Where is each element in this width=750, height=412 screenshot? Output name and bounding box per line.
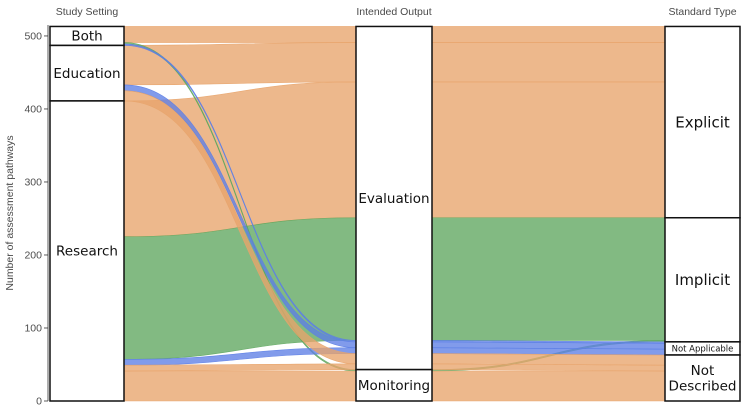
strata-layer: Both Education Research Evaluation Monitorin…	[49, 25, 741, 402]
stratum-label: Explicit	[675, 113, 730, 131]
flow-ribbon-right	[431, 217, 666, 341]
stratum-box	[49, 44, 125, 102]
axis-column-title: Study Setting	[56, 6, 119, 18]
axis-column-title: Intended Output	[356, 6, 431, 18]
stratum-label: Not	[691, 363, 715, 379]
flow-ribbon-right	[431, 363, 666, 372]
stratum-label: Evaluation	[358, 191, 429, 207]
stratum-label: Research	[56, 244, 118, 260]
stratum-label: Education	[53, 66, 120, 82]
flow-ribbon-left	[123, 370, 357, 402]
stratum-box	[49, 100, 125, 402]
flow-ribbon-right	[431, 81, 666, 219]
stratum-box	[664, 216, 741, 343]
axis-column-title: Standard Type	[668, 6, 736, 18]
flow-ribbon-left	[123, 42, 357, 86]
stratum-label: Both	[71, 29, 102, 45]
axis-titles: Study Setting Intended Output Standard Typ…	[56, 6, 737, 18]
stratum-box	[664, 354, 741, 402]
y-tick-label: 300	[24, 177, 42, 189]
flows-layer	[123, 26, 666, 402]
stratum-label: Implicit	[675, 271, 730, 289]
stratum-label: Monitoring	[358, 378, 430, 394]
y-tick-label: 100	[24, 323, 42, 335]
y-tick-label: 200	[24, 250, 42, 262]
y-tick-label: 0	[36, 396, 42, 408]
flow-ribbon-right	[431, 26, 666, 43]
flow-ribbon-right	[431, 353, 666, 366]
stratum-label: Not Applicable	[672, 344, 734, 354]
flow-ribbon-left	[123, 26, 357, 43]
y-tick-label: 500	[24, 31, 42, 43]
stratum-label: Described	[669, 378, 737, 394]
stratum-box	[355, 25, 433, 371]
stratum-box	[355, 368, 433, 402]
y-axis: 0 100 200 300 400 500	[24, 25, 49, 408]
y-axis-title: Number of assessment pathways	[4, 135, 16, 290]
flow-ribbon-right	[431, 42, 666, 83]
flow-ribbon-right	[431, 370, 666, 402]
y-tick-label: 400	[24, 104, 42, 116]
flow-ribbon-left	[123, 363, 357, 372]
